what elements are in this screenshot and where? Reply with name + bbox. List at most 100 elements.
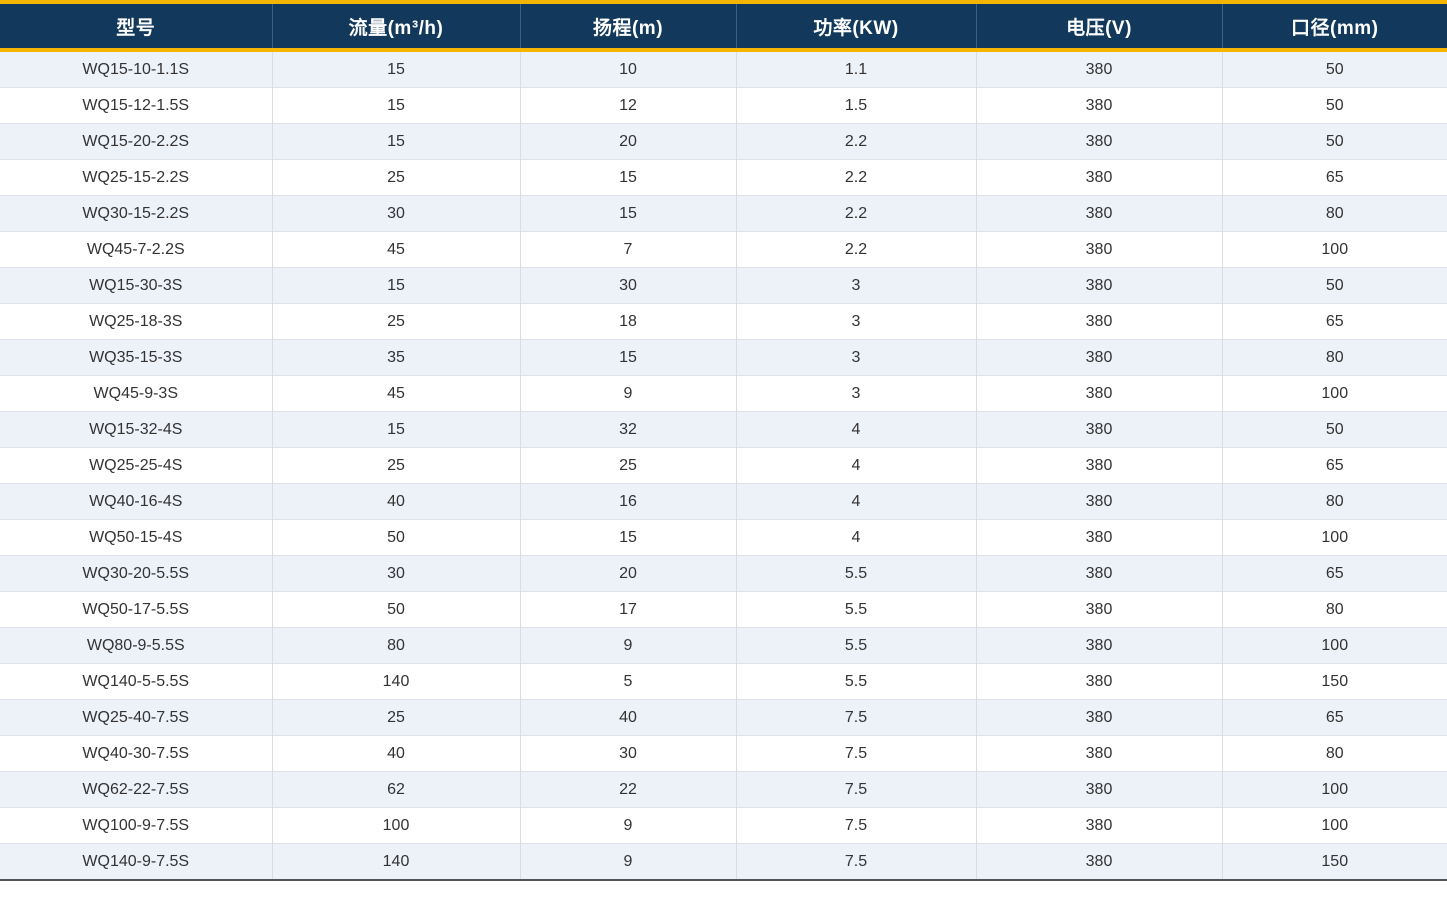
cell-head: 30 xyxy=(520,267,737,304)
cell-flow: 62 xyxy=(272,771,521,808)
cell-voltage: 380 xyxy=(976,519,1223,556)
header-row: 型号 流量(m³/h) 扬程(m) 功率(KW) 电压(V) 口径(mm) xyxy=(0,0,1447,52)
table-row: WQ40-30-7.5S 40 30 7.5 380 80 xyxy=(0,735,1447,772)
table-body: WQ15-10-1.1S 15 10 1.1 380 50 WQ15-12-1.5S 15 12… xyxy=(0,50,1447,880)
col-header-diameter: 口径(mm) xyxy=(1222,0,1447,52)
cell-diameter: 50 xyxy=(1222,87,1447,124)
cell-head: 7 xyxy=(520,231,737,268)
cell-diameter: 65 xyxy=(1222,555,1447,592)
cell-head: 15 xyxy=(520,159,737,196)
cell-diameter: 100 xyxy=(1222,519,1447,556)
cell-power: 3 xyxy=(736,303,977,340)
table-row: WQ100-9-7.5S 100 9 7.5 380 100 xyxy=(0,807,1447,844)
cell-flow: 15 xyxy=(272,87,521,124)
cell-voltage: 380 xyxy=(976,447,1223,484)
cell-head: 15 xyxy=(520,519,737,556)
cell-power: 7.5 xyxy=(736,771,977,808)
cell-power: 1.1 xyxy=(736,50,977,88)
cell-head: 9 xyxy=(520,843,737,880)
cell-flow: 30 xyxy=(272,555,521,592)
table-row: WQ30-20-5.5S 30 20 5.5 380 65 xyxy=(0,555,1447,592)
cell-flow: 35 xyxy=(272,339,521,376)
cell-model: WQ15-32-4S xyxy=(0,411,273,448)
cell-head: 30 xyxy=(520,735,737,772)
cell-model: WQ15-20-2.2S xyxy=(0,123,273,160)
col-header-flow: 流量(m³/h) xyxy=(272,0,521,52)
cell-diameter: 80 xyxy=(1222,483,1447,520)
cell-head: 17 xyxy=(520,591,737,628)
table-row: WQ80-9-5.5S 80 9 5.5 380 100 xyxy=(0,627,1447,664)
cell-model: WQ15-10-1.1S xyxy=(0,50,273,88)
cell-voltage: 380 xyxy=(976,843,1223,880)
cell-flow: 140 xyxy=(272,843,521,880)
cell-power: 2.2 xyxy=(736,195,977,232)
cell-model: WQ45-9-3S xyxy=(0,375,273,412)
cell-diameter: 100 xyxy=(1222,771,1447,808)
table-row: WQ45-9-3S 45 9 3 380 100 xyxy=(0,375,1447,412)
cell-flow: 80 xyxy=(272,627,521,664)
cell-voltage: 380 xyxy=(976,591,1223,628)
table-row: WQ25-18-3S 25 18 3 380 65 xyxy=(0,303,1447,340)
cell-power: 7.5 xyxy=(736,807,977,844)
cell-diameter: 80 xyxy=(1222,591,1447,628)
cell-flow: 15 xyxy=(272,50,521,88)
cell-diameter: 80 xyxy=(1222,339,1447,376)
col-header-model: 型号 xyxy=(0,0,273,52)
cell-head: 32 xyxy=(520,411,737,448)
cell-model: WQ25-18-3S xyxy=(0,303,273,340)
cell-voltage: 380 xyxy=(976,627,1223,664)
cell-flow: 45 xyxy=(272,375,521,412)
cell-flow: 15 xyxy=(272,267,521,304)
cell-power: 7.5 xyxy=(736,735,977,772)
cell-diameter: 150 xyxy=(1222,843,1447,880)
cell-flow: 30 xyxy=(272,195,521,232)
cell-power: 1.5 xyxy=(736,87,977,124)
cell-model: WQ25-40-7.5S xyxy=(0,699,273,736)
cell-power: 3 xyxy=(736,267,977,304)
table-row: WQ35-15-3S 35 15 3 380 80 xyxy=(0,339,1447,376)
cell-voltage: 380 xyxy=(976,807,1223,844)
cell-model: WQ45-7-2.2S xyxy=(0,231,273,268)
cell-power: 5.5 xyxy=(736,591,977,628)
cell-flow: 15 xyxy=(272,123,521,160)
cell-model: WQ15-12-1.5S xyxy=(0,87,273,124)
cell-diameter: 100 xyxy=(1222,807,1447,844)
cell-diameter: 80 xyxy=(1222,735,1447,772)
cell-power: 2.2 xyxy=(736,123,977,160)
cell-head: 20 xyxy=(520,123,737,160)
cell-model: WQ35-15-3S xyxy=(0,339,273,376)
table-row: WQ15-30-3S 15 30 3 380 50 xyxy=(0,267,1447,304)
cell-diameter: 100 xyxy=(1222,375,1447,412)
cell-diameter: 50 xyxy=(1222,411,1447,448)
cell-diameter: 65 xyxy=(1222,699,1447,736)
cell-head: 40 xyxy=(520,699,737,736)
cell-model: WQ50-15-4S xyxy=(0,519,273,556)
cell-head: 22 xyxy=(520,771,737,808)
cell-model: WQ40-16-4S xyxy=(0,483,273,520)
cell-flow: 50 xyxy=(272,591,521,628)
cell-model: WQ80-9-5.5S xyxy=(0,627,273,664)
cell-head: 10 xyxy=(520,50,737,88)
cell-flow: 40 xyxy=(272,735,521,772)
cell-voltage: 380 xyxy=(976,663,1223,700)
cell-model: WQ25-25-4S xyxy=(0,447,273,484)
cell-flow: 25 xyxy=(272,447,521,484)
cell-power: 7.5 xyxy=(736,699,977,736)
cell-head: 20 xyxy=(520,555,737,592)
cell-head: 15 xyxy=(520,195,737,232)
cell-voltage: 380 xyxy=(976,50,1223,88)
cell-voltage: 380 xyxy=(976,267,1223,304)
table-row: WQ25-40-7.5S 25 40 7.5 380 65 xyxy=(0,699,1447,736)
table-row: WQ40-16-4S 40 16 4 380 80 xyxy=(0,483,1447,520)
cell-voltage: 380 xyxy=(976,159,1223,196)
cell-head: 15 xyxy=(520,339,737,376)
cell-flow: 100 xyxy=(272,807,521,844)
col-header-power: 功率(KW) xyxy=(736,0,977,52)
table-row: WQ15-20-2.2S 15 20 2.2 380 50 xyxy=(0,123,1447,160)
cell-diameter: 50 xyxy=(1222,123,1447,160)
cell-power: 2.2 xyxy=(736,231,977,268)
cell-diameter: 50 xyxy=(1222,267,1447,304)
cell-head: 9 xyxy=(520,807,737,844)
cell-diameter: 65 xyxy=(1222,447,1447,484)
table-row: WQ50-17-5.5S 50 17 5.5 380 80 xyxy=(0,591,1447,628)
